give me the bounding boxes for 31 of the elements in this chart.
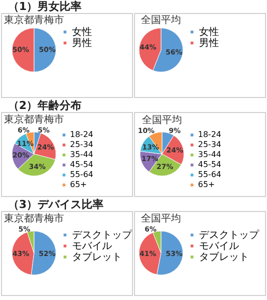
legend-label: 65+: [198, 180, 215, 189]
legend-label: 男性: [72, 37, 92, 49]
legend-label: 45-54: [198, 160, 222, 169]
legend-label: 65+: [70, 180, 87, 189]
legend-label: 25-34: [70, 140, 94, 149]
chart-title: 東京都青梅市: [4, 14, 64, 26]
legend-label: 女性: [199, 26, 219, 38]
legend-label: 55-64: [70, 170, 94, 179]
legend-label: モバイル: [199, 241, 239, 252]
chart-title: 全国平均: [141, 14, 181, 26]
legend-label: 男性: [199, 37, 219, 49]
legend-label: モバイル: [72, 241, 112, 252]
legend-label: 55-64: [198, 170, 222, 179]
legend-label: 25-34: [198, 140, 222, 149]
text: （2）年齢分布: [7, 99, 83, 112]
legend-label: デスクトップ: [72, 229, 133, 241]
legend-label: 45-54: [70, 160, 94, 169]
chart-title: 東京都青梅市: [4, 113, 64, 126]
legend-label: 18-24: [70, 130, 94, 139]
legend-label: 35-44: [70, 150, 94, 159]
legend-label: タブレット: [72, 251, 122, 263]
legend-label: 18-24: [198, 130, 222, 139]
chart-title: 全国平均: [142, 114, 182, 126]
legend-label: 35-44: [198, 150, 222, 159]
chart-title: 東京都青梅市: [4, 212, 64, 224]
legend-label: タブレット: [199, 251, 249, 263]
text: （3）デバイス比率: [7, 198, 105, 211]
legend-label: 女性: [72, 26, 92, 38]
legend-label: デスクトップ: [199, 229, 260, 241]
chart-title: 全国平均: [141, 212, 181, 224]
text: （1）男女比率: [7, 0, 83, 13]
